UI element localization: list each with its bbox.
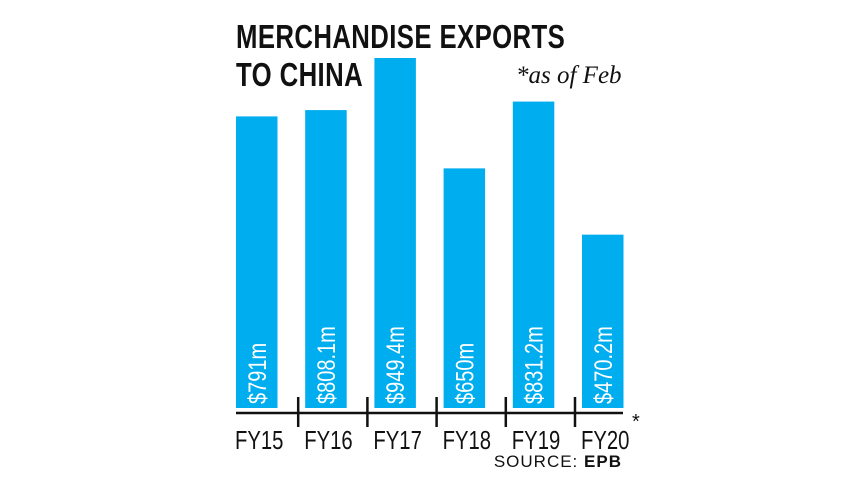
title-line-1: MERCHANDISE EXPORTS: [236, 18, 566, 55]
source: SOURCE: EPB: [494, 452, 622, 472]
chart-title: MERCHANDISE EXPORTS TO CHINA: [236, 18, 565, 94]
bar-fy18: [443, 168, 486, 408]
bar-fy17: [374, 58, 416, 408]
source-label: SOURCE:: [493, 452, 579, 471]
footnote-marker: *: [632, 411, 640, 433]
bar-fy19: [512, 101, 555, 408]
x-tick-label: FY20: [581, 426, 629, 455]
data-label: $470.2m: [590, 326, 618, 404]
data-label: $650m: [451, 343, 479, 404]
bar-fy20: [582, 234, 624, 408]
data-label: $831.2m: [520, 326, 548, 404]
data-label: $949.4m: [382, 326, 410, 404]
bar-fy15: [236, 116, 278, 408]
source-name: EPB: [584, 452, 622, 471]
x-tick-label: FY19: [512, 426, 560, 455]
data-label: $808.1m: [313, 326, 341, 404]
x-tick-label: FY17: [373, 426, 421, 455]
x-tick-label: FY16: [304, 426, 352, 455]
data-label: $791m: [244, 343, 272, 404]
x-tick-label: FY18: [443, 426, 491, 455]
title-line-2: TO CHINA: [236, 56, 364, 93]
bar-fy16: [305, 110, 347, 409]
footnote: *as of Feb: [516, 62, 622, 89]
x-tick-label: FY15: [235, 426, 283, 455]
